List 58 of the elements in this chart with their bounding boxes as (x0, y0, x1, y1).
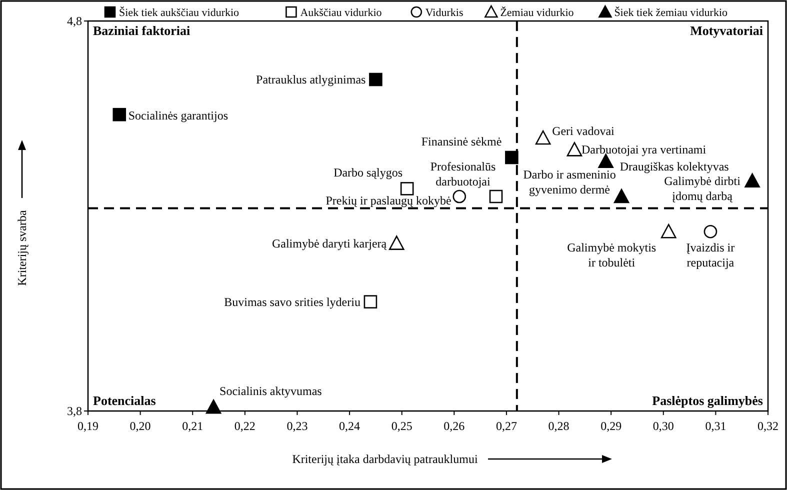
annotation: Socialinis aktyvumas (220, 384, 322, 398)
point (566, 142, 582, 156)
point (452, 190, 466, 204)
legend-label: Vidurkis (425, 7, 464, 19)
point (364, 295, 378, 308)
point (535, 130, 551, 145)
legend-label: Šiek tiek aukščiau vidurkio (119, 6, 240, 19)
point (704, 224, 718, 238)
annotation: Buvimas savo srities lyderiu (224, 294, 360, 309)
x-tick-label: 0,19 (78, 419, 98, 433)
point (489, 190, 503, 204)
point (400, 182, 414, 196)
x-tick-label: 0,24 (339, 419, 360, 433)
point (660, 224, 676, 238)
x-tick-label: 0,31 (705, 419, 726, 433)
annotation: Potencialas (93, 393, 156, 408)
annotation: Geri vadovai (552, 124, 616, 138)
x-tick-label: 0,22 (234, 419, 256, 433)
annotation: Paslėptos galimybės (652, 393, 763, 408)
legend-label: Šiek tiek žemiau vidurkio (614, 6, 728, 19)
annotation: Prekių ir paslaugų kokybė (326, 194, 452, 208)
y-axis-title: Kriterijų svarba (15, 210, 29, 286)
point (206, 399, 222, 414)
x-tick-label: 0,30 (652, 419, 674, 433)
x-tick-label: 0,26 (444, 419, 465, 433)
point (614, 188, 630, 204)
annotation: Profesionalūs darbuotojai (430, 160, 496, 188)
x-tick-label: 0,20 (130, 419, 151, 433)
annotation: Darbo ir asmeninio gyvenimo dermė (523, 168, 616, 196)
annotation: Patrauklus atlyginimas (256, 72, 366, 86)
annotation: Galimybė daryti karjerą (272, 236, 388, 250)
annotation: Finansinė sėkmė (421, 134, 502, 148)
annotation: Darbuotojai yra vertinami (581, 142, 707, 157)
y-tick-label: 4,8 (67, 14, 82, 28)
annotation: Galimybė dirbti įdomų darbą (664, 174, 742, 203)
x-tick-label: 0,29 (600, 419, 622, 433)
point (369, 72, 382, 86)
annotation: Socialinės garantijos (128, 108, 228, 123)
x-tick-label: 0,25 (391, 419, 412, 433)
annotation: Motyvatoriai (690, 23, 764, 38)
x-axis-title: Kriterijų įtaka darbdavių patrauklumui (292, 452, 478, 466)
annotation: Įvaizdis ir reputacija (686, 240, 735, 270)
legend-label: Žemiau vidurkio (500, 6, 574, 19)
x-tick-label: 0,27 (496, 419, 517, 433)
point (112, 108, 126, 122)
x-tick-label: 0,32 (758, 419, 778, 433)
annotation: Baziniai faktoriai (93, 23, 191, 38)
point (388, 236, 404, 250)
y-tick-label: 3,8 (67, 404, 82, 418)
x-tick-label: 0,23 (286, 419, 308, 433)
x-tick-label: 0,21 (182, 419, 204, 433)
annotation: Draugiškas kolektyvas (620, 159, 730, 174)
legend-label: Aukščiau vidurkio (300, 7, 382, 19)
point (505, 150, 518, 164)
annotation: Darbo sąlygos (334, 166, 403, 180)
point (744, 173, 760, 188)
x-tick-label: 0,28 (548, 419, 570, 433)
annotation: Galimybė mokytis ir tobulėti (567, 240, 656, 270)
